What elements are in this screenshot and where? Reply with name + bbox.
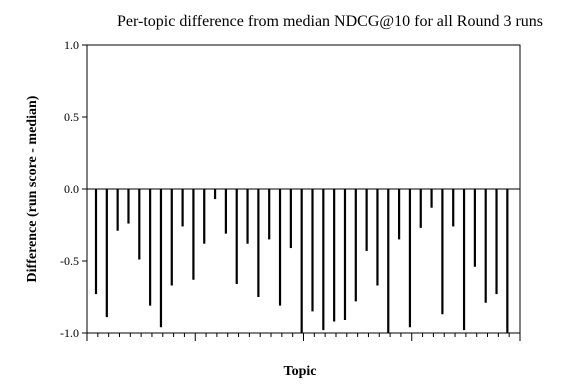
y-axis-label: Difference (run score - median) bbox=[25, 95, 40, 282]
y-tick-label: 1.0 bbox=[64, 38, 79, 52]
x-axis-label: Topic bbox=[284, 364, 317, 379]
x-axis-ticks bbox=[86, 333, 521, 341]
y-tick-label: -1.0 bbox=[60, 326, 79, 340]
y-tick-label: -0.5 bbox=[60, 254, 79, 268]
y-axis-ticks: 1.0 0.5 0.0 -0.5 -1.0 bbox=[60, 38, 87, 340]
chart-title: Per-topic difference from median NDCG@10… bbox=[117, 13, 543, 30]
bar-series bbox=[94, 189, 509, 333]
y-tick-label: 0.5 bbox=[64, 110, 79, 124]
y-tick-label: 0.0 bbox=[64, 182, 79, 196]
